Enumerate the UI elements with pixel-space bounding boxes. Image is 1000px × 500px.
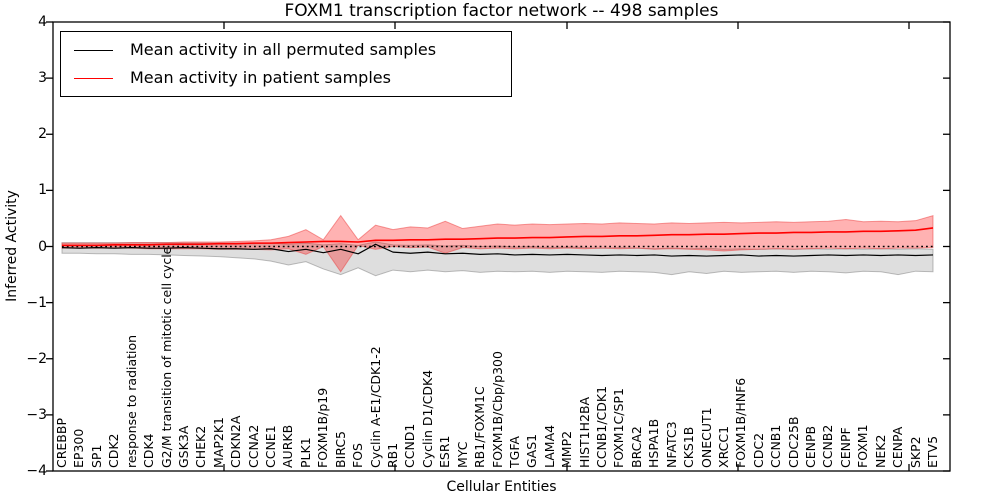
x-tick-label: BRCA2 [628, 426, 644, 468]
x-tick-label: CDK2 [106, 433, 122, 468]
x-tick-label: RB1 [384, 442, 400, 468]
x-tick-label: HSPA1B [646, 418, 662, 468]
x-tick-label: CDK4 [141, 433, 157, 468]
x-tick-label: CDKN2A [228, 415, 244, 468]
x-tick-label: CCNA2 [245, 424, 261, 468]
x-tick-label: CDC2 [750, 432, 766, 468]
patient-samples-range-band [61, 214, 934, 273]
legend-entry-permuted: Mean activity in all permuted samples [61, 39, 511, 61]
x-tick-label: ESR1 [437, 435, 453, 468]
x-tick-label: GSK3A [175, 425, 191, 468]
x-tick-label: AURKB [280, 424, 296, 468]
x-tick-label: XRCC1 [715, 425, 731, 468]
x-tick-label: Cyclin A-E1/CDK1-2 [367, 346, 383, 468]
x-tick-label: CCNB1/CDK1 [594, 385, 610, 468]
x-tick-label: FOXM1B/Cbp/p300 [489, 351, 505, 468]
x-tick-label: NFATC3 [663, 421, 679, 468]
y-tick-label: 0 [38, 238, 47, 255]
x-tick-label: CENPF [837, 427, 853, 468]
y-tick-label: 1 [38, 182, 47, 199]
x-tick-label: G2/M transition of mitotic cell cycle [158, 246, 174, 468]
x-tick-label: FOS [350, 443, 366, 468]
x-tick-label: SKP2 [907, 436, 923, 468]
x-tick-label: FOXM1B/HNF6 [733, 377, 749, 468]
x-tick-label: NEK2 [872, 434, 888, 468]
x-tick-label: CENPB [803, 425, 819, 468]
x-tick-label: CCNB1 [768, 424, 784, 468]
y-tick-label: 3 [38, 70, 47, 87]
y-tick-label: 4 [38, 14, 47, 30]
y-tick-label: 2 [38, 126, 47, 143]
x-tick-label: MMP2 [559, 430, 575, 468]
x-tick-label: HIST1H2BA [576, 396, 592, 468]
x-tick-label: response to radiation [123, 334, 139, 468]
x-tick-label: CREBBP [54, 418, 69, 468]
x-tick-label: ONECUT1 [698, 407, 714, 468]
x-tick-label: TGFA [506, 436, 522, 468]
x-tick-label: MAP2K1 [210, 417, 226, 468]
x-tick-label: FOXM1B/p19 [315, 387, 331, 468]
x-tick-label: EP300 [71, 428, 87, 468]
x-tick-label: CDC25B [785, 416, 801, 468]
patient-mean-line [62, 227, 934, 247]
x-tick-label: CCNE1 [263, 425, 279, 468]
y-tick-label: −4 [26, 463, 47, 479]
legend-label-patient: Mean activity in patient samples [130, 68, 391, 87]
x-tick-label: Cyclin D1/CDK4 [419, 369, 435, 468]
y-tick-label: −1 [26, 294, 47, 311]
legend: Mean activity in all permuted samples Me… [60, 31, 512, 97]
chart-title: FOXM1 transcription factor network -- 49… [284, 1, 719, 21]
legend-entry-patient: Mean activity in patient samples [61, 67, 511, 89]
x-tick-label: PLK1 [297, 437, 313, 468]
x-tick-label: CHEK2 [193, 425, 209, 468]
x-tick-label: LAMA4 [541, 424, 557, 468]
x-tick-label: ETV5 [925, 435, 940, 468]
x-tick-label: FOXM1C/SP1 [611, 388, 627, 468]
x-tick-label: CCND1 [402, 423, 418, 468]
x-tick-label: FOXM1 [855, 424, 871, 468]
permuted-mean-line [61, 243, 934, 257]
patient-line-swatch [74, 77, 113, 79]
legend-label-permuted: Mean activity in all permuted samples [130, 40, 437, 59]
x-tick-label: RB1/FOXM1C [472, 386, 488, 468]
y-tick-label: −2 [26, 350, 47, 367]
x-tick-label: MYC [454, 441, 470, 468]
x-tick-label: CKS1B [681, 426, 697, 468]
x-tick-label: CCNB2 [820, 424, 836, 468]
permuted-line-swatch [74, 49, 113, 51]
x-tick-label: BIRC5 [332, 430, 348, 468]
x-tick-label: SP1 [88, 444, 104, 468]
y-tick-label: −3 [26, 406, 47, 423]
x-tick-label: GAS1 [524, 433, 540, 468]
x-tick-label: CENPA [890, 426, 906, 468]
x-axis-label: Cellular Entities [446, 479, 557, 495]
